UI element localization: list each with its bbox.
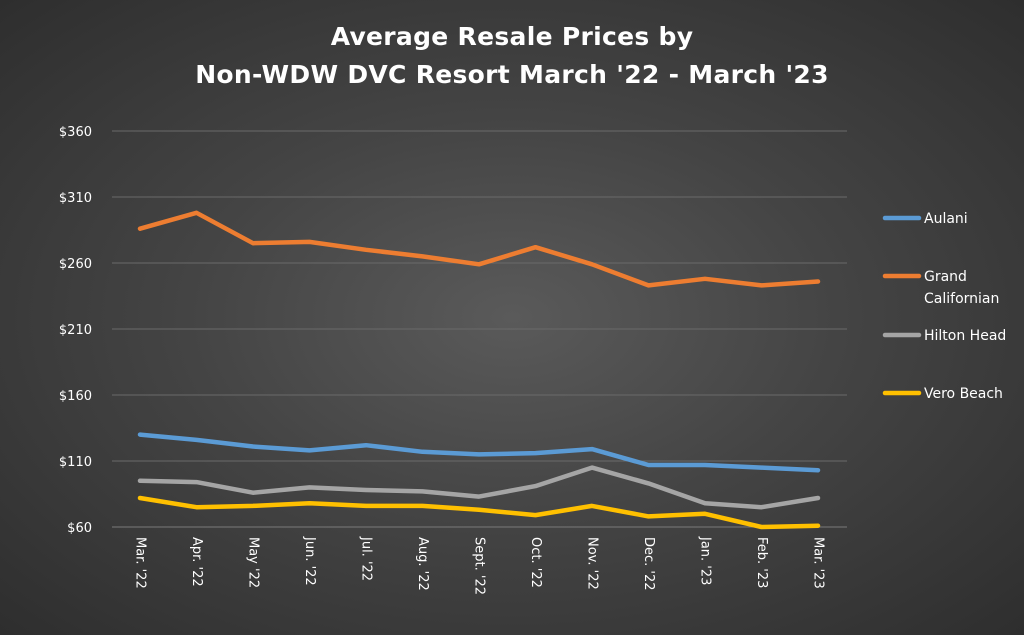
y-tick-label: $110 bbox=[59, 455, 92, 470]
x-tick-label: Sept. '22 bbox=[472, 537, 487, 595]
legend-label-grand-californian: Grand bbox=[924, 269, 967, 285]
series-line-grand-californian bbox=[137, 210, 821, 288]
chart-title-line-1: Average Resale Prices by bbox=[330, 22, 694, 51]
y-axis-ticks: $360 $310 $260 $210 $160 $110 $60 bbox=[59, 125, 92, 536]
y-tick-label: $260 bbox=[59, 257, 92, 272]
x-tick-label: Dec. '22 bbox=[641, 537, 656, 591]
y-tick-label: $160 bbox=[59, 389, 92, 404]
series-line-hilton-head bbox=[137, 465, 821, 510]
legend-label-hilton-head: Hilton Head bbox=[924, 328, 1006, 344]
chart-title-line-2: Non-WDW DVC Resort March '22 - March '23 bbox=[195, 60, 829, 89]
series-lines bbox=[137, 210, 821, 530]
x-tick-label: Aug. '22 bbox=[415, 537, 430, 591]
legend-label-aulani: Aulani bbox=[924, 211, 968, 227]
legend-label-vero-beach: Vero Beach bbox=[924, 386, 1003, 402]
x-tick-label: Apr. '22 bbox=[189, 537, 204, 587]
chart-title: Average Resale Prices by Non-WDW DVC Res… bbox=[0, 18, 1024, 94]
series-line-aulani bbox=[137, 432, 821, 473]
y-tick-label: $210 bbox=[59, 323, 92, 338]
x-tick-label: Jan. '23 bbox=[698, 536, 713, 585]
x-tick-label: Nov. '22 bbox=[585, 537, 600, 590]
y-tick-label: $60 bbox=[67, 521, 92, 536]
legend: Aulani Grand Californian Hilton Head Vero Be… bbox=[882, 211, 1006, 402]
x-tick-label: May '22 bbox=[246, 537, 261, 588]
x-tick-label: Oct. '22 bbox=[528, 537, 543, 588]
x-axis-ticks: Mar. '22 Apr. '22 May '22 Jun. '22 Jul. '22 A… bbox=[133, 536, 826, 595]
y-tick-label: $310 bbox=[59, 191, 92, 206]
series-line-vero-beach bbox=[137, 495, 821, 530]
legend-label-grand-californian: Californian bbox=[924, 291, 999, 307]
x-tick-label: Jul. '22 bbox=[359, 536, 374, 581]
y-tick-label: $360 bbox=[59, 125, 92, 140]
x-tick-label: Mar. '23 bbox=[811, 537, 826, 589]
x-tick-label: Feb. '23 bbox=[754, 537, 769, 588]
x-tick-label: Jun. '22 bbox=[302, 536, 317, 586]
x-tick-label: Mar. '22 bbox=[133, 537, 148, 589]
